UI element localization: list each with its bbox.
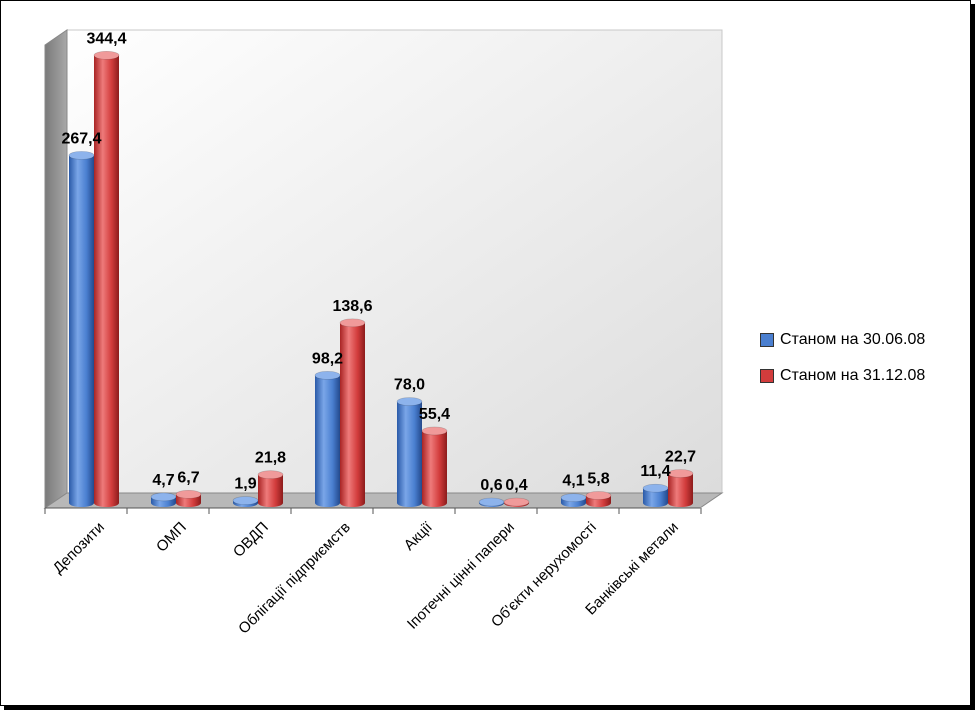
bar-body <box>69 155 94 507</box>
bar <box>503 497 530 507</box>
legend-item-series-1: Станом на 30.06.08 <box>760 322 925 358</box>
plot-back-wall <box>66 29 723 494</box>
bar <box>314 371 341 507</box>
bar-top-cap <box>175 489 202 499</box>
bar-top-cap <box>421 426 448 436</box>
bar <box>642 483 669 507</box>
bar-body <box>315 375 340 507</box>
bar <box>232 496 259 507</box>
value-label: 22,7 <box>665 448 696 465</box>
bar <box>560 493 587 507</box>
bar <box>68 151 95 507</box>
category-label: Акції <box>401 518 437 554</box>
bar-body <box>397 401 422 507</box>
value-labels: 267,4 344,4 4,7 6,7 1,9 21,8 98,2 138,6 78,0 55,4… <box>61 30 696 494</box>
value-label: 0,6 <box>480 477 502 494</box>
bar-top-cap <box>314 371 341 380</box>
bar <box>396 397 423 507</box>
bar <box>93 50 120 507</box>
bar-body <box>340 322 365 507</box>
value-label: 5,8 <box>587 470 609 487</box>
value-label: 344,4 <box>86 30 126 47</box>
bar-top-cap <box>232 496 259 505</box>
value-label: 98,2 <box>312 350 343 367</box>
legend-label-series-1: Станом на 30.06.08 <box>780 331 926 348</box>
bars-group <box>68 50 694 507</box>
value-label: 267,4 <box>61 130 101 147</box>
value-label: 4,7 <box>152 472 174 489</box>
value-label: 1,9 <box>234 476 256 493</box>
plot-side-wall <box>44 29 68 509</box>
bar-body <box>668 473 693 507</box>
bar-top-cap <box>585 491 612 500</box>
bar-top-cap <box>560 493 587 502</box>
plot-floor <box>43 492 724 509</box>
value-label: 11,4 <box>640 463 670 480</box>
bar-top-cap <box>642 483 669 493</box>
bar-top-cap <box>339 318 366 328</box>
value-label: 55,4 <box>419 406 450 423</box>
bar-top-cap <box>257 470 284 479</box>
bar-top-cap <box>478 497 505 507</box>
bar <box>257 470 284 507</box>
value-label: 0,4 <box>505 477 527 494</box>
bar-top-cap <box>93 50 120 60</box>
category-label: Депозити <box>50 519 108 577</box>
legend-swatch-series-2 <box>760 369 774 383</box>
bar-body <box>94 55 119 507</box>
legend-item-series-2: Станом на 31.12.08 <box>760 358 925 394</box>
legend-label-series-2: Станом на 31.12.08 <box>780 367 926 384</box>
category-label: ОМП <box>153 519 190 556</box>
value-label: 6,7 <box>177 469 199 486</box>
bar <box>667 469 694 507</box>
legend-swatch-series-1 <box>760 333 774 347</box>
value-label: 138,6 <box>332 298 372 315</box>
plot-walls <box>43 29 724 509</box>
bar-top-cap <box>667 469 694 478</box>
bar-top-cap <box>150 492 177 502</box>
bar <box>175 489 202 507</box>
bar <box>150 492 177 507</box>
bar-top-cap <box>396 397 423 406</box>
bar <box>478 497 505 507</box>
bar-body <box>643 488 668 507</box>
value-label: 21,8 <box>255 450 286 467</box>
bar <box>421 426 448 507</box>
value-label: 4,1 <box>562 473 584 490</box>
bar-top-cap <box>68 151 95 160</box>
bar-top-cap <box>503 497 530 507</box>
bar-body <box>258 474 283 507</box>
category-label: Банківські метали <box>582 519 682 619</box>
bar <box>585 491 612 507</box>
category-label: ОВДП <box>230 519 272 561</box>
x-axis-ticks <box>44 508 702 514</box>
bar-body <box>422 430 447 507</box>
bar <box>339 318 366 507</box>
legend: Станом на 30.06.08 Станом на 31.12.08 <box>760 322 925 394</box>
value-label: 78,0 <box>394 377 425 394</box>
